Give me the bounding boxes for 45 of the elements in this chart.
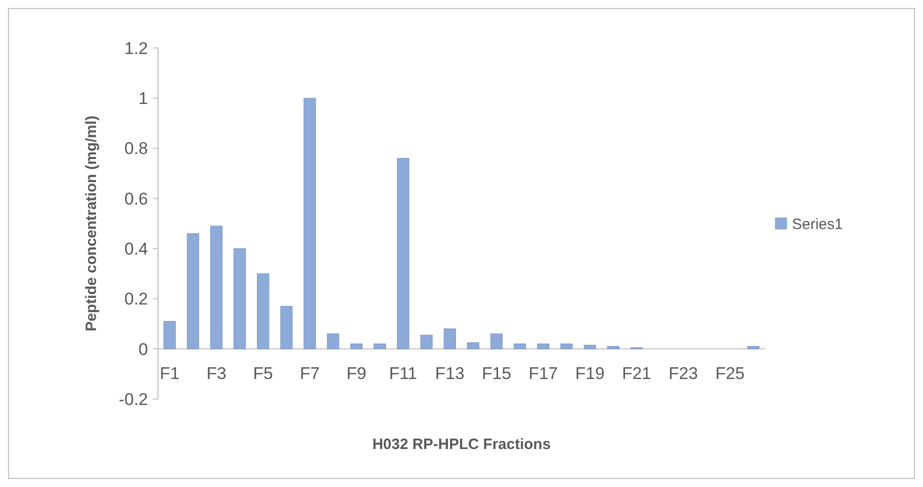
bar xyxy=(280,306,292,350)
x-tick-label: F25 xyxy=(715,364,745,383)
x-tick-label: F17 xyxy=(528,364,558,383)
bar xyxy=(164,321,176,350)
y-tick-label: 0.2 xyxy=(124,290,148,309)
bar xyxy=(420,334,433,350)
bar xyxy=(607,346,620,350)
x-tick-label: F21 xyxy=(622,364,652,383)
x-tick-label: F9 xyxy=(346,364,366,383)
x-tick-label: F13 xyxy=(435,364,464,383)
y-tick-label: 0.6 xyxy=(124,189,148,208)
x-tick-label: F7 xyxy=(300,364,320,383)
x-tick-label: F15 xyxy=(482,364,512,383)
bar xyxy=(584,344,596,350)
y-tick-label: -0.2 xyxy=(118,390,148,409)
bar xyxy=(210,226,222,350)
legend-label: Series1 xyxy=(792,216,843,233)
x-tick-label: F1 xyxy=(160,364,180,383)
bar xyxy=(327,334,340,350)
y-tick-label: 0 xyxy=(138,340,148,359)
bar xyxy=(467,342,480,350)
bar xyxy=(256,273,270,350)
bar xyxy=(490,334,503,350)
y-axis-title: Peptide concentration (mg/ml) xyxy=(83,116,100,332)
bar xyxy=(444,328,456,350)
y-tick-label: 0.4 xyxy=(124,240,148,259)
x-tick-label: F5 xyxy=(253,364,273,383)
x-tick-label: F3 xyxy=(206,364,226,383)
bar xyxy=(350,344,363,350)
bar xyxy=(747,346,760,350)
bar xyxy=(186,233,200,350)
y-tick-label: 1 xyxy=(138,89,148,108)
bar xyxy=(234,248,246,350)
bar xyxy=(374,344,386,350)
bar xyxy=(560,344,573,350)
bar xyxy=(537,344,550,350)
x-axis-title: H032 RP-HPLC Fractions xyxy=(372,436,551,453)
x-tick-label: F19 xyxy=(575,364,605,383)
bar xyxy=(514,344,526,350)
y-tick-label: 0.8 xyxy=(124,139,148,158)
x-tick-label: F11 xyxy=(389,364,418,383)
bar xyxy=(304,98,316,350)
bar xyxy=(397,158,410,350)
y-tick-label: 1.2 xyxy=(124,38,148,58)
x-tick-label: F23 xyxy=(668,364,698,383)
